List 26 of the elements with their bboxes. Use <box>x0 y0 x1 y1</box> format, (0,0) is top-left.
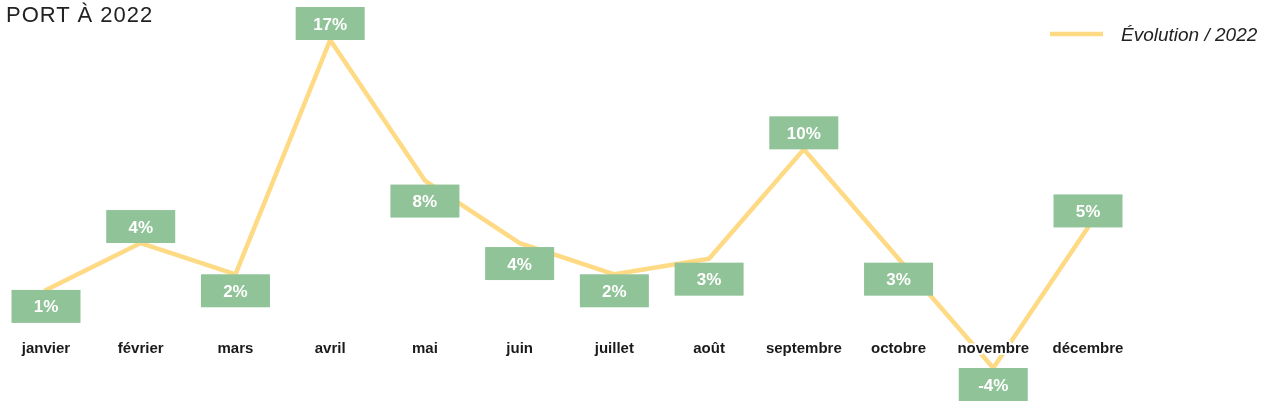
data-label: 8% <box>412 192 438 212</box>
data-label: 17% <box>313 14 348 34</box>
data-label: 1% <box>33 297 59 317</box>
data-label: 5% <box>1075 201 1101 221</box>
data-label: 2% <box>602 281 627 301</box>
data-label: 10% <box>786 123 821 143</box>
x-tick-label: octobre <box>871 339 927 356</box>
x-tick-label: novembre <box>957 339 1030 356</box>
x-tick-label: mai <box>411 339 438 356</box>
data-label: 4% <box>507 254 532 274</box>
x-tick-label: septembre <box>765 339 842 356</box>
legend-label: Évolution / 2022 <box>1121 24 1258 45</box>
x-tick-label: décembre <box>1052 339 1124 356</box>
x-tick-label: août <box>693 339 725 356</box>
x-tick-label: juin <box>505 339 533 356</box>
data-label: 3% <box>696 270 722 290</box>
x-tick-label: janvier <box>20 339 71 356</box>
data-label: -4% <box>978 375 1009 395</box>
chart-title: PORT À 2022 <box>6 2 154 27</box>
x-tick-label: juillet <box>593 339 634 356</box>
data-label: 4% <box>128 217 154 237</box>
x-tick-label: mars <box>217 339 254 356</box>
data-label: 2% <box>223 281 248 301</box>
data-label: 3% <box>886 270 911 290</box>
x-tick-label: avril <box>314 339 346 356</box>
x-tick-label: février <box>117 339 164 356</box>
